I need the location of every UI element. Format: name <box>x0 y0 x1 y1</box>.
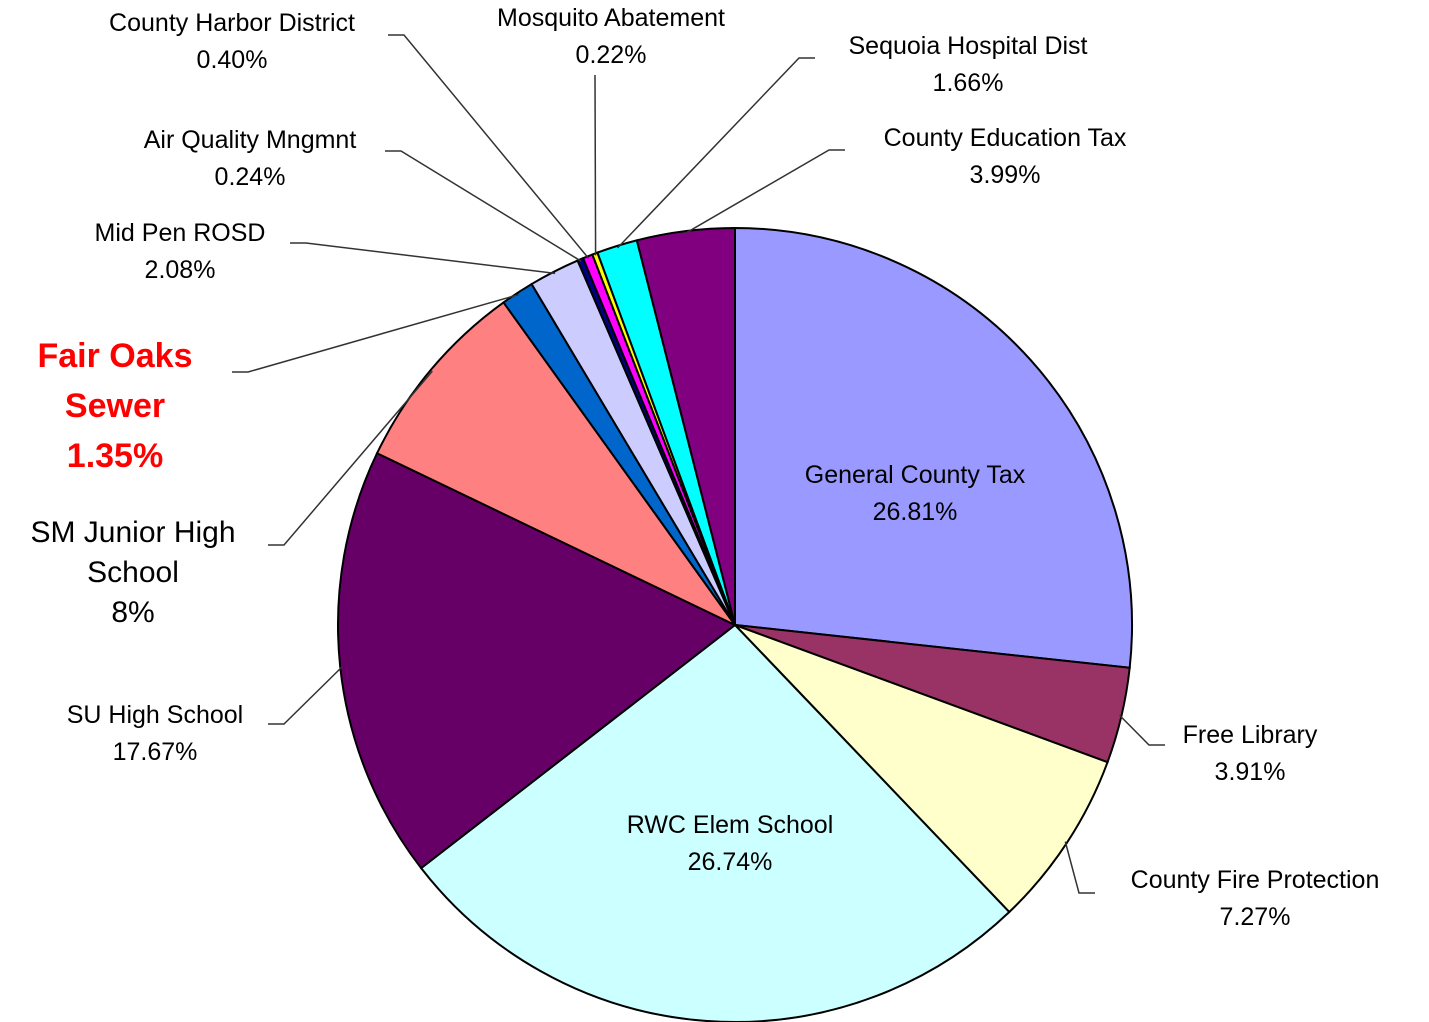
slice-label: General County Tax 26.81% <box>735 457 1095 531</box>
pie-slice <box>635 226 736 626</box>
pie-slice <box>419 623 1011 1022</box>
slice-name: SU High School <box>66 700 244 729</box>
slice-label: SU High School 17.67% <box>5 697 305 771</box>
slice-name: Mid Pen ROSD <box>94 218 266 247</box>
slice-name: County Education Tax <box>883 123 1127 152</box>
slice-value: 3.99% <box>969 160 1041 189</box>
slice-value: 26.81% <box>872 497 958 526</box>
leader-line <box>594 74 597 256</box>
leader-line <box>1119 714 1165 746</box>
slice-label: County Education Tax 3.99% <box>835 120 1175 194</box>
leader-line <box>232 293 519 373</box>
pie-slice <box>375 301 736 626</box>
leader-line <box>268 666 343 725</box>
slice-value: 8% <box>111 596 155 629</box>
slice-label: RWC Elem School 26.74% <box>550 807 910 881</box>
slice-value: 17.67% <box>112 737 198 766</box>
slice-name: County Harbor District <box>109 8 355 37</box>
slice-label: SM Junior High School 8% <box>13 513 253 633</box>
slice-name: Sequoia Hospital Dist <box>848 31 1088 60</box>
slice-value: 26.74% <box>687 847 773 876</box>
slice-label: Free Library 3.91% <box>1100 717 1400 791</box>
slice-name: Mosquito Abatement <box>497 3 725 32</box>
leader-line <box>685 149 845 234</box>
leader-line <box>388 34 590 259</box>
pie-slice <box>337 451 737 870</box>
leader-line <box>268 370 433 546</box>
slice-label: Fair Oaks Sewer 1.35% <box>15 331 215 481</box>
slice-label: County Harbor District 0.40% <box>62 5 402 79</box>
pie-slice <box>734 624 1109 914</box>
slice-name: Free Library <box>1182 720 1318 749</box>
slice-value: 1.35% <box>66 437 164 475</box>
slice-value: 1.66% <box>932 68 1004 97</box>
slice-name: General County Tax <box>804 460 1026 489</box>
slice-label: Air Quality Mngmnt 0.24% <box>90 122 410 196</box>
slice-value: 0.24% <box>214 162 286 191</box>
slice-label: County Fire Protection 7.27% <box>1085 862 1425 936</box>
slice-name: RWC Elem School <box>626 810 834 839</box>
pie-slice <box>734 226 1133 669</box>
slice-value: 2.08% <box>144 255 216 284</box>
slice-value: 3.91% <box>1214 757 1286 786</box>
slice-name: Air Quality Mngmnt <box>143 125 357 154</box>
slice-name: Fair Oaks Sewer <box>37 337 193 425</box>
slice-label: Mosquito Abatement 0.22% <box>441 0 781 74</box>
slice-name: County Fire Protection <box>1130 865 1380 894</box>
leader-line <box>617 57 815 249</box>
slice-label: Mid Pen ROSD 2.08% <box>30 215 330 289</box>
leader-line <box>385 150 582 262</box>
slice-label: Sequoia Hospital Dist 1.66% <box>798 28 1138 102</box>
leader-line <box>290 242 556 275</box>
slice-value: 0.22% <box>575 40 647 69</box>
slice-value: 7.27% <box>1219 902 1291 931</box>
slice-value: 0.40% <box>196 45 268 74</box>
slice-name: SM Junior High School <box>30 516 236 589</box>
leader-line <box>1064 841 1095 894</box>
